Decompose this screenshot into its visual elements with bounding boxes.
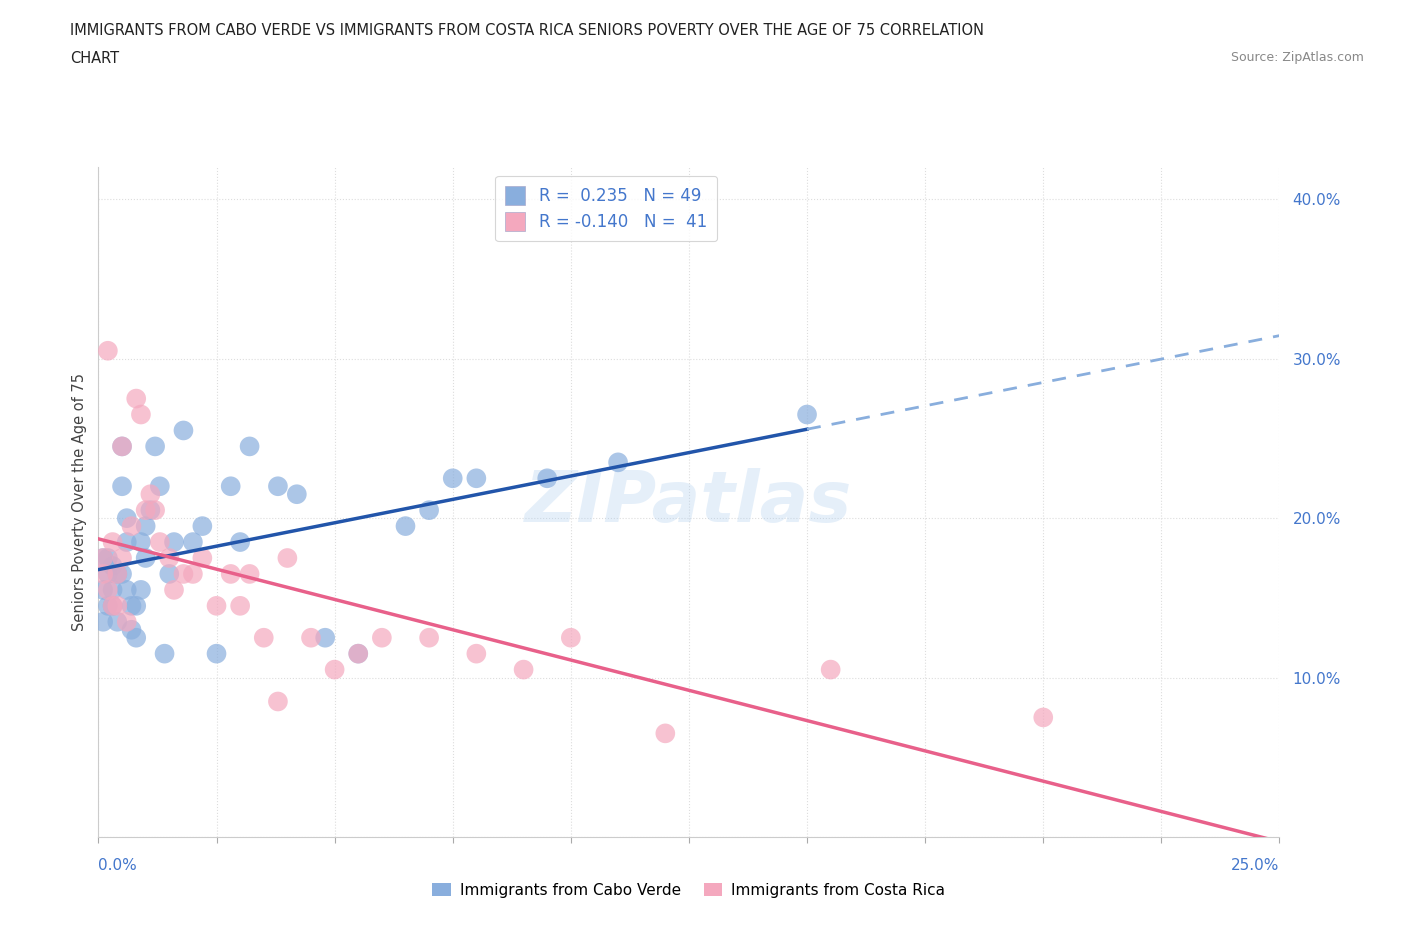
Point: [607, 455, 630, 470]
Point: [111, 479, 134, 494]
Point: [299, 631, 322, 645]
Point: [239, 439, 262, 454]
Point: [512, 662, 534, 677]
Point: [111, 439, 134, 454]
Text: ZIPatlas: ZIPatlas: [526, 468, 852, 537]
Text: 25.0%: 25.0%: [1232, 857, 1279, 872]
Point: [101, 582, 124, 597]
Text: 0.0%: 0.0%: [98, 857, 138, 872]
Point: [105, 598, 128, 613]
Point: [796, 407, 818, 422]
Point: [115, 511, 138, 525]
Point: [205, 646, 228, 661]
Point: [129, 407, 152, 422]
Point: [129, 535, 152, 550]
Point: [394, 519, 416, 534]
Point: [101, 598, 124, 613]
Y-axis label: Seniors Poverty Over the Age of 75: Seniors Poverty Over the Age of 75: [72, 373, 87, 631]
Point: [101, 559, 124, 574]
Point: [654, 726, 676, 741]
Point: [239, 566, 262, 581]
Point: [125, 392, 148, 406]
Point: [143, 439, 166, 454]
Point: [91, 551, 114, 565]
Point: [97, 343, 120, 358]
Point: [157, 566, 180, 581]
Point: [91, 582, 114, 597]
Point: [125, 598, 148, 613]
Point: [91, 551, 114, 565]
Point: [560, 631, 582, 645]
Point: [143, 503, 166, 518]
Point: [314, 631, 336, 645]
Point: [465, 646, 488, 661]
Point: [536, 471, 558, 485]
Point: [139, 503, 162, 518]
Point: [105, 566, 128, 581]
Point: [153, 646, 176, 661]
Point: [135, 503, 157, 518]
Point: [111, 439, 134, 454]
Point: [347, 646, 370, 661]
Legend: R =  0.235   N = 49, R = -0.140   N =  41: R = 0.235 N = 49, R = -0.140 N = 41: [495, 176, 717, 241]
Point: [465, 471, 488, 485]
Point: [253, 631, 276, 645]
Point: [285, 486, 308, 501]
Point: [101, 535, 124, 550]
Point: [157, 551, 180, 565]
Point: [371, 631, 394, 645]
Point: [323, 662, 346, 677]
Point: [181, 566, 204, 581]
Point: [347, 646, 370, 661]
Text: Source: ZipAtlas.com: Source: ZipAtlas.com: [1230, 51, 1364, 64]
Point: [97, 566, 120, 581]
Point: [441, 471, 464, 485]
Point: [418, 503, 440, 518]
Point: [97, 598, 120, 613]
Point: [111, 551, 134, 565]
Point: [163, 535, 186, 550]
Point: [205, 598, 228, 613]
Point: [149, 479, 172, 494]
Point: [418, 631, 440, 645]
Point: [135, 551, 157, 565]
Text: IMMIGRANTS FROM CABO VERDE VS IMMIGRANTS FROM COSTA RICA SENIORS POVERTY OVER TH: IMMIGRANTS FROM CABO VERDE VS IMMIGRANTS…: [70, 23, 984, 38]
Point: [191, 551, 214, 565]
Point: [121, 598, 143, 613]
Text: CHART: CHART: [70, 51, 120, 66]
Legend: Immigrants from Cabo Verde, Immigrants from Costa Rica: Immigrants from Cabo Verde, Immigrants f…: [426, 876, 952, 904]
Point: [121, 622, 143, 637]
Point: [163, 582, 186, 597]
Point: [172, 423, 194, 438]
Point: [97, 582, 120, 597]
Point: [129, 582, 152, 597]
Point: [111, 566, 134, 581]
Point: [219, 566, 242, 581]
Point: [267, 479, 290, 494]
Point: [101, 598, 124, 613]
Point: [125, 631, 148, 645]
Point: [121, 519, 143, 534]
Point: [115, 582, 138, 597]
Point: [149, 535, 172, 550]
Point: [1032, 710, 1054, 724]
Point: [229, 598, 252, 613]
Point: [91, 566, 114, 581]
Point: [135, 519, 157, 534]
Point: [229, 535, 252, 550]
Point: [267, 694, 290, 709]
Point: [181, 535, 204, 550]
Point: [115, 615, 138, 630]
Point: [191, 519, 214, 534]
Point: [115, 535, 138, 550]
Point: [219, 479, 242, 494]
Point: [105, 615, 128, 630]
Point: [820, 662, 842, 677]
Point: [276, 551, 298, 565]
Point: [91, 615, 114, 630]
Point: [105, 566, 128, 581]
Point: [172, 566, 194, 581]
Point: [139, 486, 162, 501]
Point: [97, 551, 120, 565]
